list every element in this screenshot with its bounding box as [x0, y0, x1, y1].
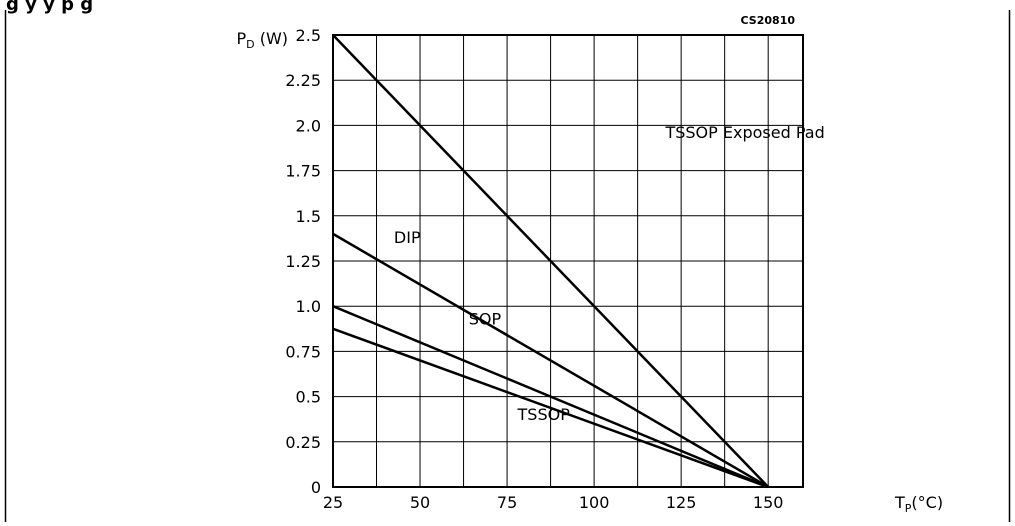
series-label-dip: DIP [394, 228, 421, 247]
y-tick-label: 2.5 [296, 26, 321, 45]
y-tick-label: 0.75 [285, 342, 321, 361]
x-tick-label: 100 [579, 493, 610, 512]
x-tick-label: 150 [753, 493, 784, 512]
y-tick-label: 1.5 [296, 207, 321, 226]
plot-border [332, 34, 804, 488]
y-tick-label: 0.5 [296, 388, 321, 407]
series-lines [332, 34, 770, 489]
series-line-dip [332, 232, 769, 489]
x-axis-ticks: 25 50 75 100 125 150 [323, 493, 784, 512]
series-label-sop: SOP [469, 309, 502, 328]
series-line-sop [332, 305, 769, 489]
series-label-tssop-exposed-pad: TSSOP Exposed Pad [664, 123, 824, 142]
x-tick-label: 25 [323, 493, 343, 512]
series-labels: TSSOP Exposed Pad DIP SOP TSSOP [394, 123, 825, 424]
y-tick-label: 2.25 [285, 71, 321, 90]
y-axis-label: PD (W) [236, 29, 288, 51]
y-tick-label: 1.75 [285, 162, 321, 181]
y-tick-label: 0.25 [285, 433, 321, 452]
y-tick-label: 1.0 [296, 297, 321, 316]
y-tick-label: 2.0 [296, 116, 321, 135]
x-tick-label: 125 [666, 493, 697, 512]
x-tick-label: 75 [497, 493, 517, 512]
figure-caption-fragment: g y y p g [6, 0, 93, 15]
y-tick-label: 1.25 [285, 252, 321, 271]
plot-area-border [332, 34, 804, 488]
y-tick-label: 0 [311, 478, 321, 497]
y-axis-ticks: 0 0.25 0.5 0.75 1.0 1.25 1.5 1.75 2.0 2.25 2.5 [285, 26, 321, 497]
figure-code: CS20810 [741, 14, 796, 27]
x-axis-label: TP(°C) [894, 493, 943, 515]
series-line-tssop-exposed-pad [332, 34, 770, 488]
x-tick-label: 50 [410, 493, 430, 512]
series-line-tssop [332, 327, 769, 489]
series-label-tssop: TSSOP [517, 405, 571, 424]
